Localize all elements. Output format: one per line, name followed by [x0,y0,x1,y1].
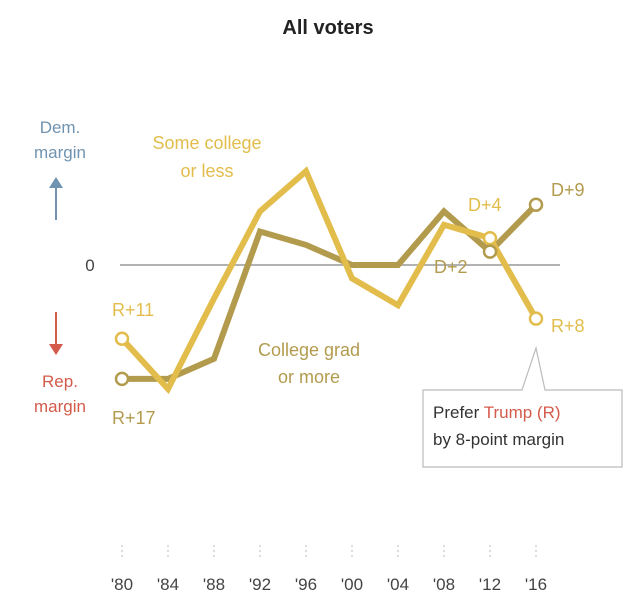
dem-label-1: Dem. [40,118,81,137]
series-label-college-grad-2: or more [278,367,340,387]
dem-arrowhead-icon [49,177,63,188]
callout-candidate: Trump (R) [484,403,561,422]
label-r17: R+17 [112,408,156,428]
series-label-college-grad-1: College grad [258,340,360,360]
x-tick-label: '80 [111,575,133,594]
data-point-marker [482,244,498,259]
data-point-marker [114,371,130,387]
label-d2: D+2 [434,257,468,277]
callout-line-2: by 8-point margin [433,430,564,449]
data-point-marker [114,331,130,346]
x-tick-label: '04 [387,575,409,594]
rep-label-2: margin [34,397,86,416]
label-d9: D+9 [551,180,585,200]
callout-prefix: Prefer [433,403,484,422]
chart-title: All voters [282,17,373,39]
x-tick-label: '84 [157,575,179,594]
dem-label-2: margin [34,143,86,162]
callout-box [422,345,623,468]
data-point-marker [528,311,544,326]
x-tick-label: '12 [479,575,501,594]
series-label-some-college-2: or less [180,161,233,181]
x-tick-label: '96 [295,575,317,594]
x-tick-label: '92 [249,575,271,594]
data-point-marker [482,230,498,246]
label-d4: D+4 [468,195,502,215]
rep-arrowhead-icon [49,344,63,355]
series-label-some-college-1: Some college [152,133,261,153]
rep-label-1: Rep. [42,372,78,391]
x-tick-label: '08 [433,575,455,594]
data-point-marker [528,197,544,212]
series-line-some-college [119,166,539,395]
x-tick-label: '16 [525,575,547,594]
x-tick-label: '88 [203,575,225,594]
x-tick-label: '00 [341,575,363,594]
label-r11: R+11 [112,300,154,320]
label-r8: R+8 [551,316,585,336]
callout-line-1: Prefer Trump (R) [433,403,561,422]
zero-label: 0 [85,256,94,275]
